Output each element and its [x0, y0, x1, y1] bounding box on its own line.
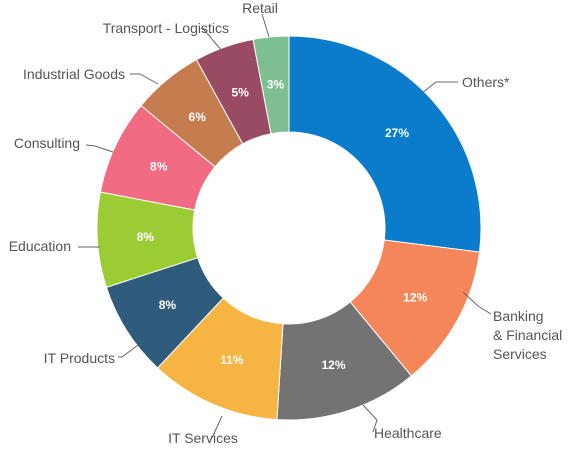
- value-label-transport-logistics: 5%: [232, 86, 250, 100]
- category-label-others: Others*: [462, 74, 510, 90]
- leader-line-others: [421, 81, 458, 94]
- value-label-it-products: 8%: [159, 298, 177, 312]
- value-label-banking-financial-services: 12%: [403, 290, 427, 304]
- value-label-others: 27%: [385, 126, 409, 140]
- leader-line-banking-financial-services: [462, 291, 492, 315]
- value-label-it-services: 11%: [220, 353, 244, 367]
- leader-line-industrial-goods: [130, 73, 159, 85]
- leader-line-transport-logistics: [200, 27, 223, 52]
- value-label-education: 8%: [137, 230, 155, 244]
- category-label-banking-financial-services: Banking & Financial Services: [493, 308, 562, 362]
- leader-line-consulting: [85, 144, 114, 153]
- category-label-transport-logistics: Transport - Logistics: [103, 20, 229, 36]
- value-label-consulting: 8%: [150, 160, 168, 174]
- slice-retail: [252, 35, 290, 135]
- leader-line-it-services: [211, 415, 223, 439]
- category-label-education: Education: [9, 238, 71, 254]
- leader-line-healthcare: [362, 404, 378, 433]
- category-label-consulting: Consulting: [14, 135, 80, 151]
- category-label-it-products: IT Products: [44, 350, 115, 366]
- category-label-retail: Retail: [242, 0, 278, 16]
- category-label-healthcare: Healthcare: [374, 425, 442, 441]
- leader-line-retail: [261, 13, 270, 38]
- category-label-industrial-goods: Industrial Goods: [23, 66, 125, 82]
- slice-others: [288, 35, 482, 253]
- value-label-industrial-goods: 6%: [189, 110, 207, 124]
- value-label-healthcare: 12%: [321, 358, 345, 372]
- value-label-retail: 3%: [267, 78, 285, 92]
- category-label-it-services: IT Services: [168, 430, 238, 446]
- leader-line-it-products: [118, 344, 139, 358]
